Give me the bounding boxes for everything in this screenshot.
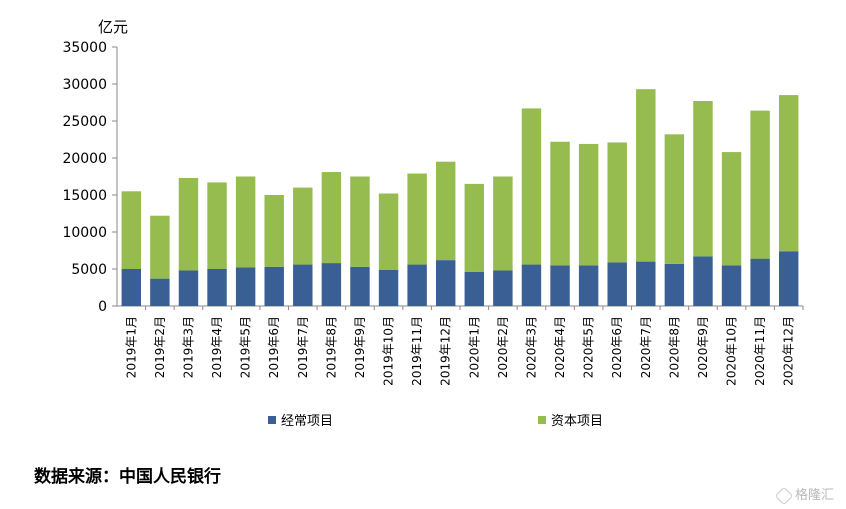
legend: 经常项目 资本项目 <box>268 414 603 429</box>
bar-current-account <box>464 271 485 306</box>
x-tick-label: 2020年1月 <box>467 316 481 378</box>
x-tick-label: 2020年2月 <box>496 316 510 378</box>
bar-current-account <box>150 278 170 306</box>
bar-capital-account <box>550 141 570 266</box>
y-tick-label: 10000 <box>62 225 107 241</box>
bar-current-account <box>407 264 427 306</box>
bar-current-account <box>350 266 370 306</box>
x-tick-label: 2020年10月 <box>725 316 739 386</box>
y-tick-label: 30000 <box>62 77 107 93</box>
bar-capital-account <box>321 172 342 264</box>
x-tick-label: 2019年2月 <box>153 316 167 378</box>
x-tick-label: 2020年11月 <box>753 316 767 386</box>
watermark: 格隆汇 <box>774 484 834 505</box>
bar-current-account <box>578 265 599 306</box>
data-source-note: 数据来源：中国人民银行 <box>34 467 221 487</box>
bar-capital-account <box>178 177 199 271</box>
x-tick-label: 2020年3月 <box>524 316 538 378</box>
y-tick-label: 35000 <box>62 40 107 56</box>
bar-current-account <box>264 266 284 306</box>
bar-capital-account <box>578 143 599 266</box>
bar-current-account <box>664 263 685 306</box>
x-tick-label: 2020年5月 <box>582 316 596 378</box>
bar-current-account <box>235 267 256 306</box>
legend-label-current-account: 经常项目 <box>281 414 333 429</box>
x-tick-label: 2019年10月 <box>382 316 396 386</box>
x-tick-label: 2019年11月 <box>410 316 424 386</box>
legend-swatch-capital-account <box>538 416 546 424</box>
bar-capital-account <box>235 176 256 268</box>
y-tick-label: 5000 <box>71 262 107 278</box>
bar-current-account <box>721 265 742 306</box>
bars-group <box>121 89 799 306</box>
bar-current-account <box>293 264 313 306</box>
x-tick-label: 2019年6月 <box>267 316 281 378</box>
x-tick-label: 2020年12月 <box>782 316 796 386</box>
x-tick-label: 2019年4月 <box>210 316 224 378</box>
y-axis: 0 5000 10000 15000 20000 25000 30000 35000 <box>62 40 803 315</box>
bar-capital-account <box>121 191 142 269</box>
bar-capital-account <box>750 110 770 259</box>
x-tick-label: 2020年9月 <box>696 316 710 378</box>
bar-current-account <box>750 258 770 306</box>
bar-capital-account <box>607 142 627 263</box>
x-tick-label: 2020年6月 <box>610 316 624 378</box>
bar-capital-account <box>664 134 685 264</box>
bar-current-account <box>207 269 227 306</box>
bar-capital-account <box>293 187 313 265</box>
x-tick-label: 2019年9月 <box>353 316 367 378</box>
x-tick-label: 2019年12月 <box>439 316 453 386</box>
y-tick-label: 0 <box>98 299 107 315</box>
bar-capital-account <box>693 101 713 257</box>
bar-current-account <box>636 261 656 306</box>
bar-capital-account <box>350 176 370 267</box>
x-tick-label: 2020年7月 <box>639 316 653 378</box>
x-axis-labels: 2019年1月 2019年2月 2019年3月 2019年4月 2019年5月 2019年… <box>124 306 804 386</box>
watermark-logo-icon <box>774 486 794 505</box>
bar-current-account <box>693 256 713 306</box>
bar-capital-account <box>721 152 742 266</box>
x-tick-label: 2020年8月 <box>667 316 681 378</box>
bar-capital-account <box>207 182 227 269</box>
y-unit-label: 亿元 <box>98 18 128 36</box>
bar-current-account <box>435 260 456 306</box>
bar-capital-account <box>636 89 656 262</box>
bar-capital-account <box>264 195 284 267</box>
legend-label-capital-account: 资本项目 <box>551 414 603 429</box>
legend-swatch-current-account <box>268 416 276 424</box>
x-tick-label: 2019年8月 <box>324 316 338 378</box>
y-tick-label: 20000 <box>62 151 107 167</box>
x-tick-label: 2020年4月 <box>553 316 567 378</box>
bar-current-account <box>378 269 399 306</box>
bar-current-account <box>521 264 542 306</box>
bar-current-account <box>493 270 513 306</box>
watermark-text: 格隆汇 <box>794 488 834 503</box>
bar-capital-account <box>778 95 799 252</box>
bar-capital-account <box>150 215 170 279</box>
bar-capital-account <box>521 108 542 265</box>
bar-current-account <box>321 263 342 306</box>
x-tick-label: 2019年5月 <box>239 316 253 378</box>
y-tick-label: 15000 <box>62 188 107 204</box>
bar-current-account <box>778 251 799 306</box>
bar-current-account <box>607 262 627 306</box>
bar-current-account <box>550 265 570 306</box>
bar-capital-account <box>464 183 485 272</box>
x-tick-label: 2019年3月 <box>181 316 195 378</box>
x-tick-label: 2019年7月 <box>296 316 310 378</box>
bar-current-account <box>178 270 199 306</box>
bar-capital-account <box>435 161 456 261</box>
bar-capital-account <box>407 173 427 265</box>
bar-capital-account <box>378 193 399 270</box>
bar-capital-account <box>493 176 513 271</box>
x-tick-label: 2019年1月 <box>124 316 138 378</box>
y-tick-label: 25000 <box>62 114 107 130</box>
bar-current-account <box>121 269 142 306</box>
